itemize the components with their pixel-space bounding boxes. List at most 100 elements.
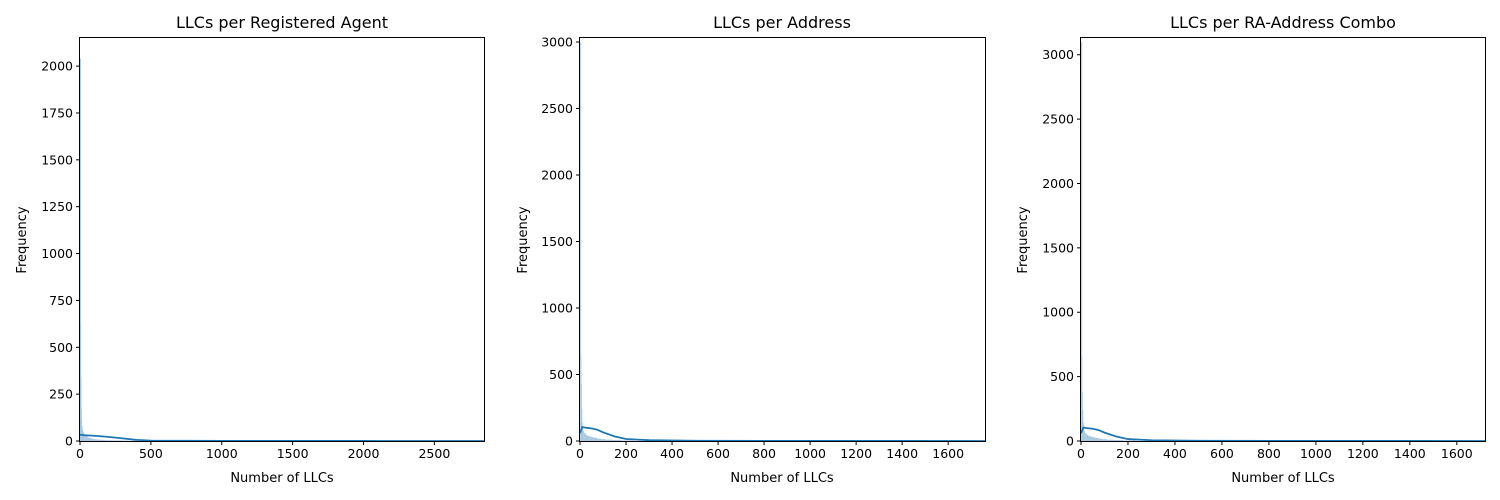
histogram-bar [612, 440, 622, 441]
y-axis-label: Frequency [1016, 206, 1031, 273]
histogram-bar [580, 41, 582, 442]
x-tick-label: 800 [1257, 446, 1281, 461]
x-tick-label: 1600 [1441, 446, 1473, 461]
y-tick-label: 500 [49, 340, 73, 355]
histogram-bar [584, 433, 586, 441]
histogram-bar [581, 422, 583, 441]
histogram-bar [600, 439, 606, 441]
histogram-bar [605, 439, 613, 441]
tick-layer: 0 200 400 600 800 1000 1200 1400 1600 0 500 1000 150… [1042, 47, 1473, 461]
histogram-bar [1081, 392, 1083, 441]
axes-frame [579, 37, 986, 442]
histogram-bar [593, 437, 598, 441]
y-tick-label: 2000 [1042, 176, 1074, 191]
x-tick-label: 1500 [277, 446, 309, 461]
y-tick-label: 1000 [541, 300, 573, 315]
y-tick-label: 1000 [41, 246, 73, 261]
x-tick-label: 1600 [932, 446, 964, 461]
y-tick-label: 1500 [1042, 240, 1074, 255]
histogram-bar [583, 431, 585, 441]
histogram-bar [1090, 436, 1093, 441]
histogram-bar [1086, 434, 1089, 441]
histogram-bar [99, 439, 106, 441]
kde-line [1080, 426, 1486, 442]
histogram-bar [1102, 439, 1107, 441]
histogram-bar [105, 440, 113, 441]
x-tick-label: 500 [139, 446, 163, 461]
y-tick-label: 250 [49, 387, 73, 402]
x-tick-label: 1400 [886, 446, 918, 461]
y-tick-label: 1250 [41, 199, 73, 214]
histogram-bar [85, 436, 88, 441]
chart-title: LLCs per Address [713, 13, 851, 32]
x-tick-label: 0 [76, 446, 84, 461]
y-axis-label: Frequency [15, 206, 30, 273]
x-tick-label: 2000 [348, 446, 380, 461]
y-tick-label: 1500 [41, 152, 73, 167]
x-tick-label: 800 [752, 446, 776, 461]
x-tick-label: 0 [1077, 446, 1085, 461]
histogram-bar [1082, 410, 1084, 441]
histogram-bar [81, 426, 83, 441]
histogram-bar [112, 440, 123, 441]
histogram-bar [95, 439, 100, 441]
histogram-bar [89, 438, 93, 441]
kde-line [79, 433, 485, 442]
x-tick-label: 0 [576, 446, 584, 461]
x-tick-label: 200 [614, 446, 638, 461]
tick-layer: 0 500 1000 1500 2000 2500 0 250 500 750 1000 1250 15… [41, 59, 450, 461]
x-tick-label: 1000 [1300, 446, 1332, 461]
histogram-bar [1081, 356, 1083, 441]
y-tick-label: 500 [549, 367, 573, 382]
y-tick-label: 0 [65, 434, 73, 449]
histogram-bar [92, 439, 96, 441]
y-tick-label: 2500 [1042, 112, 1074, 127]
y-tick-label: 500 [1050, 369, 1074, 384]
histogram-bar [81, 420, 83, 441]
histogram-bar [591, 437, 594, 441]
histogram-bar [1123, 440, 1136, 441]
plot-area [1080, 41, 1486, 442]
x-tick-label: 1200 [1347, 446, 1379, 461]
histogram-bar [582, 427, 584, 441]
histogram-bar [580, 355, 582, 441]
y-tick-label: 1500 [541, 234, 573, 249]
x-tick-label: 1400 [1394, 446, 1426, 461]
histogram-bar [1083, 428, 1085, 441]
histogram-bar [585, 434, 587, 441]
y-tick-label: 1000 [1042, 305, 1074, 320]
histogram-bar [1092, 437, 1096, 441]
x-tick-label: 400 [1163, 446, 1187, 461]
y-tick-label: 1750 [41, 105, 73, 120]
histogram-bar [1085, 433, 1087, 441]
plot-area [579, 41, 986, 442]
histogram-bar [1098, 438, 1103, 441]
panel-ra-address-combo: LLCs per RA-Address Combo Number of LLCs… [1016, 13, 1486, 486]
histogram-bar [1088, 435, 1091, 441]
axes-frame [79, 37, 485, 442]
y-tick-label: 3000 [541, 34, 573, 49]
panel-address: LLCs per Address Number of LLCs Frequenc… [516, 13, 986, 486]
panel-registered-agent: LLCs per Registered Agent Number of LLCs… [15, 13, 485, 486]
chart-title: LLCs per RA-Address Combo [1170, 13, 1396, 32]
histogram-bar [1082, 422, 1084, 441]
axes-frame [1080, 37, 1486, 442]
histogram-bar [1113, 440, 1124, 441]
x-tick-label: 1000 [206, 446, 238, 461]
y-tick-label: 2000 [41, 59, 73, 74]
y-tick-label: 750 [49, 293, 73, 308]
y-tick-label: 0 [1066, 434, 1074, 449]
histogram-bar [589, 436, 592, 441]
histogram-bar [87, 437, 90, 441]
y-axis-label: Frequency [516, 206, 531, 273]
plot-area [79, 58, 485, 442]
x-tick-label: 600 [1210, 446, 1234, 461]
x-tick-label: 600 [706, 446, 730, 461]
x-tick-label: 1200 [840, 446, 872, 461]
histogram-bar [581, 409, 583, 441]
chart-title: LLCs per Registered Agent [176, 13, 388, 32]
tick-layer: 0 200 400 600 800 1000 1200 1400 1600 0 500 1000 150… [541, 34, 964, 461]
x-axis-label: Number of LLCs [730, 471, 834, 486]
